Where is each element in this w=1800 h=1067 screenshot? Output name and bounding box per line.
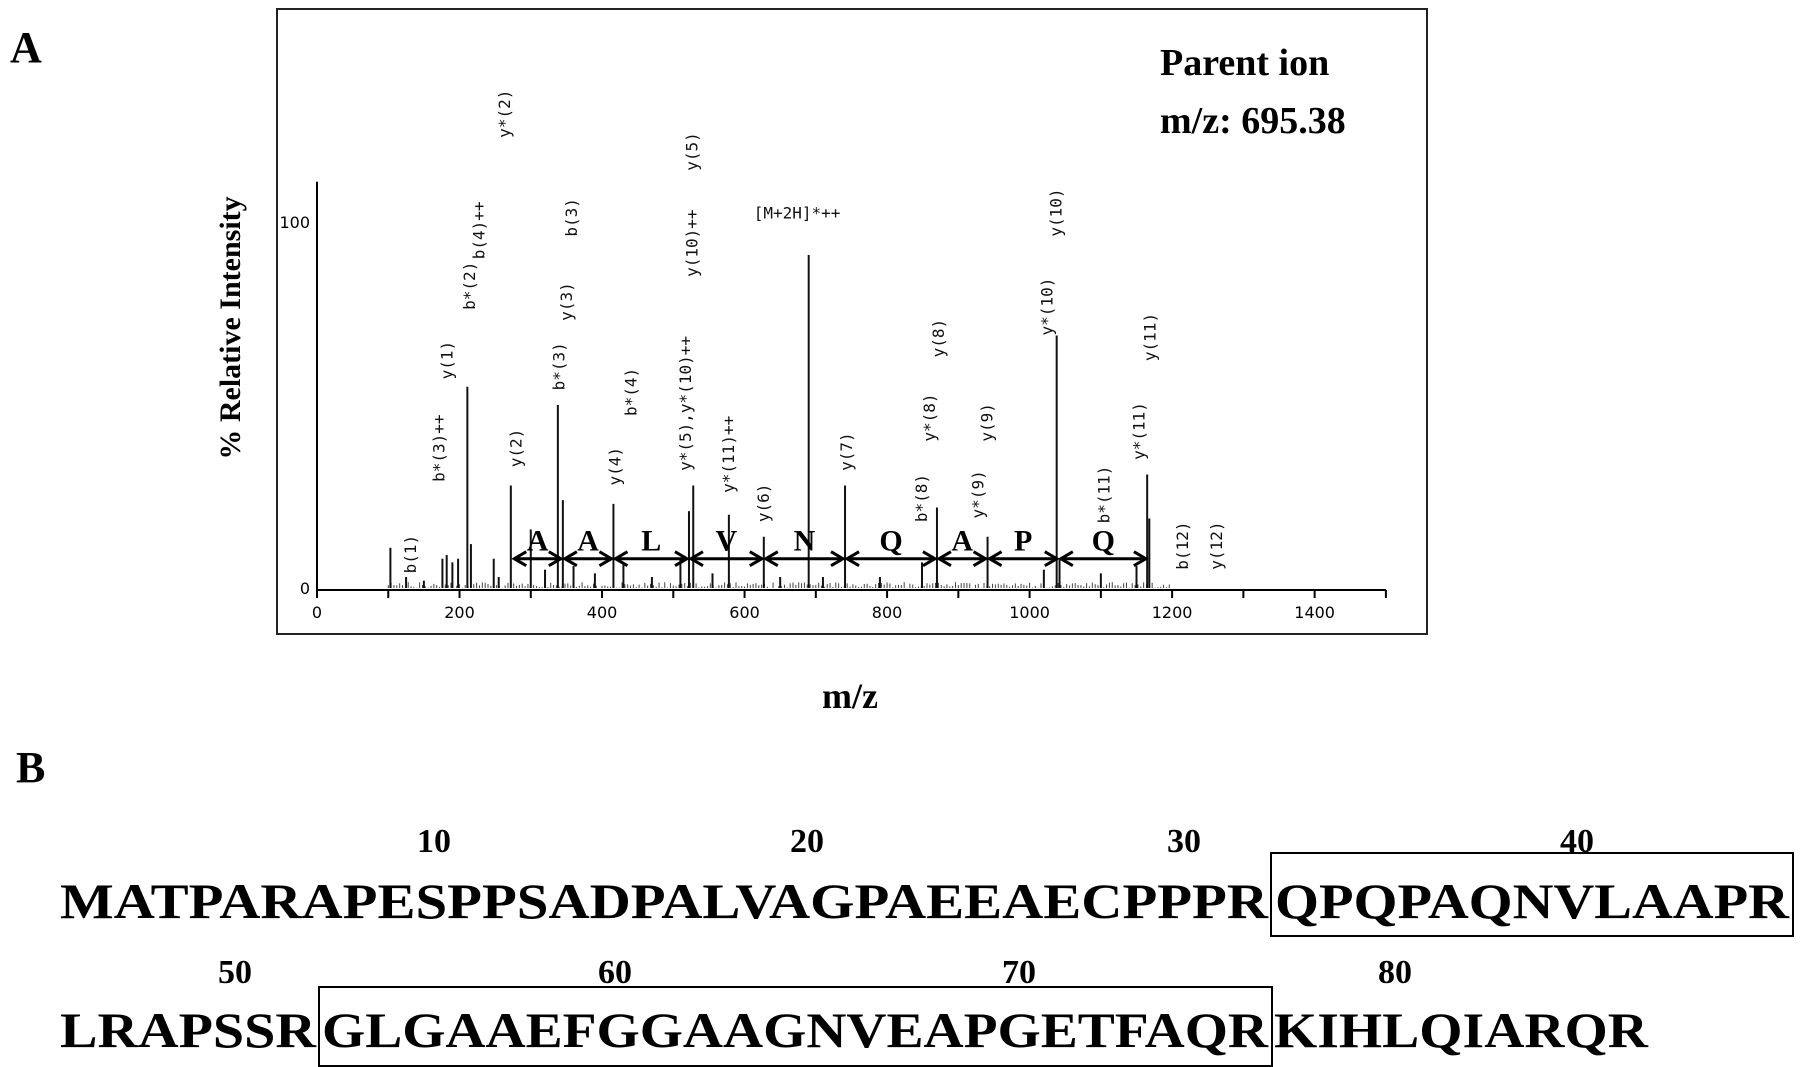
panel-b-label: B bbox=[16, 743, 45, 792]
residue-number: 10 bbox=[417, 823, 451, 860]
precursor-label: [M+2H]*++ bbox=[754, 203, 841, 222]
ion-label: y*(5),y*(10)++ bbox=[676, 336, 695, 471]
x-tick-label: 1000 bbox=[1009, 603, 1050, 622]
parent-ion-mz: m/z: 695.38 bbox=[1160, 100, 1346, 142]
figure: A 0 200 400 600 800 1000 1200 14000100A A L V N Q A P Q… bbox=[0, 0, 1800, 1067]
ms-spectrum-chart: 0 200 400 600 800 1000 1200 14000100A A L V N Q A P Q[M… bbox=[279, 90, 1385, 622]
ion-label: y(12) bbox=[1207, 522, 1226, 570]
ladder-residue: P bbox=[1014, 525, 1032, 558]
ion-label: y(2) bbox=[507, 429, 526, 468]
ion-label: y(11) bbox=[1141, 313, 1160, 361]
x-tick-label: 1200 bbox=[1152, 603, 1193, 622]
ion-label: b*(3) bbox=[549, 342, 568, 390]
sequence-line-2: 50 60 70 80 LRAPSSR GLGAAEFGGAAGNVEAPGET… bbox=[60, 954, 1649, 1066]
sequence-line-1: 10 20 30 40 MATPARAPESPPSADPALVAGPAEEAEC… bbox=[60, 823, 1793, 936]
y-axis-label: % Relative Intensity bbox=[214, 196, 247, 459]
ion-label: b(4)++ bbox=[469, 201, 488, 259]
ion-label: y(7) bbox=[837, 432, 856, 471]
x-tick-label: 1400 bbox=[1294, 603, 1335, 622]
ion-label: y(10) bbox=[1047, 188, 1066, 236]
x-tick-label: 200 bbox=[444, 603, 475, 622]
parent-ion-label: Parent ion bbox=[1160, 42, 1329, 84]
ladder-residue: Q bbox=[879, 525, 902, 558]
ladder-residue: A bbox=[951, 525, 973, 558]
ion-label: y(5) bbox=[683, 132, 702, 171]
x-tick-label: 800 bbox=[872, 603, 903, 622]
peptide-sequence-text: GLGAAEFGGAAGNVEAPGETFAQR bbox=[322, 1002, 1269, 1058]
residue-number: 50 bbox=[218, 954, 252, 991]
ladder-residue: L bbox=[641, 525, 661, 558]
ladder-residue: A bbox=[527, 525, 549, 558]
y-tick-label: 0 bbox=[300, 579, 310, 598]
residue-number: 80 bbox=[1378, 954, 1412, 991]
residue-number: 30 bbox=[1167, 823, 1201, 860]
panel-a-label: A bbox=[10, 23, 42, 72]
residue-number: 70 bbox=[1002, 954, 1036, 991]
ion-label: y*(11)++ bbox=[719, 416, 738, 493]
sequence-text: KIHLQIARQR bbox=[1274, 1002, 1649, 1058]
ion-label: b*(4) bbox=[621, 368, 640, 416]
ion-label: y(4) bbox=[606, 447, 625, 486]
sequence-text: MATPARAPESPPSADPALVAGPAEEAECPPPR bbox=[60, 873, 1269, 929]
x-tick-label: 400 bbox=[587, 603, 618, 622]
x-tick-label: 0 bbox=[312, 603, 322, 622]
ion-label: y(9) bbox=[978, 403, 997, 442]
residue-number: 60 bbox=[598, 954, 632, 991]
ion-label: b(3) bbox=[562, 198, 581, 237]
residue-number: 40 bbox=[1560, 823, 1594, 860]
peptide-sequence-text: QPQPAQNVLAAPR bbox=[1275, 873, 1790, 929]
ion-label: y(6) bbox=[754, 484, 773, 523]
ion-label: y(1) bbox=[437, 341, 456, 380]
ion-label: y*(9) bbox=[968, 470, 987, 518]
ion-label: b*(8) bbox=[912, 474, 931, 522]
ion-label: y*(11) bbox=[1129, 402, 1148, 460]
ion-label: y(8) bbox=[929, 319, 948, 358]
ion-label: b(1) bbox=[401, 535, 420, 574]
ion-label: y*(10) bbox=[1037, 278, 1056, 336]
ladder-residue: Q bbox=[1092, 525, 1115, 558]
x-tick-label: 600 bbox=[729, 603, 760, 622]
residue-number: 20 bbox=[790, 823, 824, 860]
ion-label: b*(2) bbox=[460, 262, 479, 310]
ion-label: b*(3)++ bbox=[430, 414, 449, 481]
ion-label: y*(8) bbox=[920, 393, 939, 441]
ion-label: y*(2) bbox=[495, 90, 514, 138]
ion-label: y(10)++ bbox=[683, 209, 702, 276]
ladder-residue: V bbox=[716, 525, 738, 558]
sequence-text: LRAPSSR bbox=[60, 1002, 317, 1058]
x-axis-label: m/z bbox=[822, 676, 878, 716]
ion-label: b*(11) bbox=[1094, 466, 1113, 524]
ion-label: b(12) bbox=[1173, 522, 1192, 570]
ion-label: y(3) bbox=[557, 282, 576, 321]
ladder-residue: N bbox=[794, 525, 816, 558]
y-tick-label: 100 bbox=[279, 213, 310, 232]
ladder-residue: A bbox=[577, 525, 599, 558]
